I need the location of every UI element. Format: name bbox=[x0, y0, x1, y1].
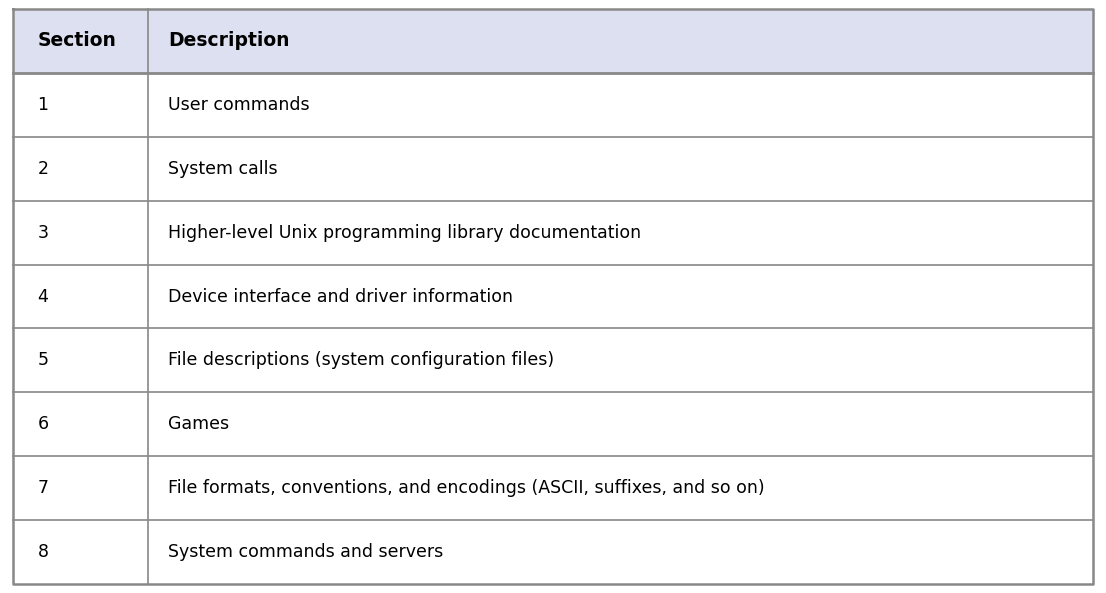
Bar bbox=[13, 393, 1093, 456]
Bar bbox=[13, 520, 1093, 584]
Bar bbox=[13, 9, 1093, 73]
Text: 8: 8 bbox=[38, 543, 49, 561]
Bar bbox=[13, 456, 1093, 520]
Bar bbox=[13, 264, 1093, 329]
Bar bbox=[13, 137, 1093, 200]
Text: 6: 6 bbox=[38, 415, 49, 433]
Text: File descriptions (system configuration files): File descriptions (system configuration … bbox=[168, 352, 554, 369]
Text: Description: Description bbox=[168, 31, 290, 50]
Bar bbox=[13, 329, 1093, 393]
Bar bbox=[13, 73, 1093, 137]
Text: 2: 2 bbox=[38, 160, 49, 178]
Text: Higher-level Unix programming library documentation: Higher-level Unix programming library do… bbox=[168, 224, 641, 241]
Text: 3: 3 bbox=[38, 224, 49, 241]
Text: User commands: User commands bbox=[168, 95, 310, 114]
Text: 1: 1 bbox=[38, 95, 49, 114]
Text: 5: 5 bbox=[38, 352, 49, 369]
Text: Device interface and driver information: Device interface and driver information bbox=[168, 288, 513, 305]
Text: Games: Games bbox=[168, 415, 229, 433]
Text: System commands and servers: System commands and servers bbox=[168, 543, 444, 561]
Text: Section: Section bbox=[38, 31, 116, 50]
Text: 4: 4 bbox=[38, 288, 49, 305]
Text: File formats, conventions, and encodings (ASCII, suffixes, and so on): File formats, conventions, and encodings… bbox=[168, 479, 764, 498]
Bar bbox=[13, 200, 1093, 264]
Text: System calls: System calls bbox=[168, 160, 278, 178]
Text: 7: 7 bbox=[38, 479, 49, 498]
